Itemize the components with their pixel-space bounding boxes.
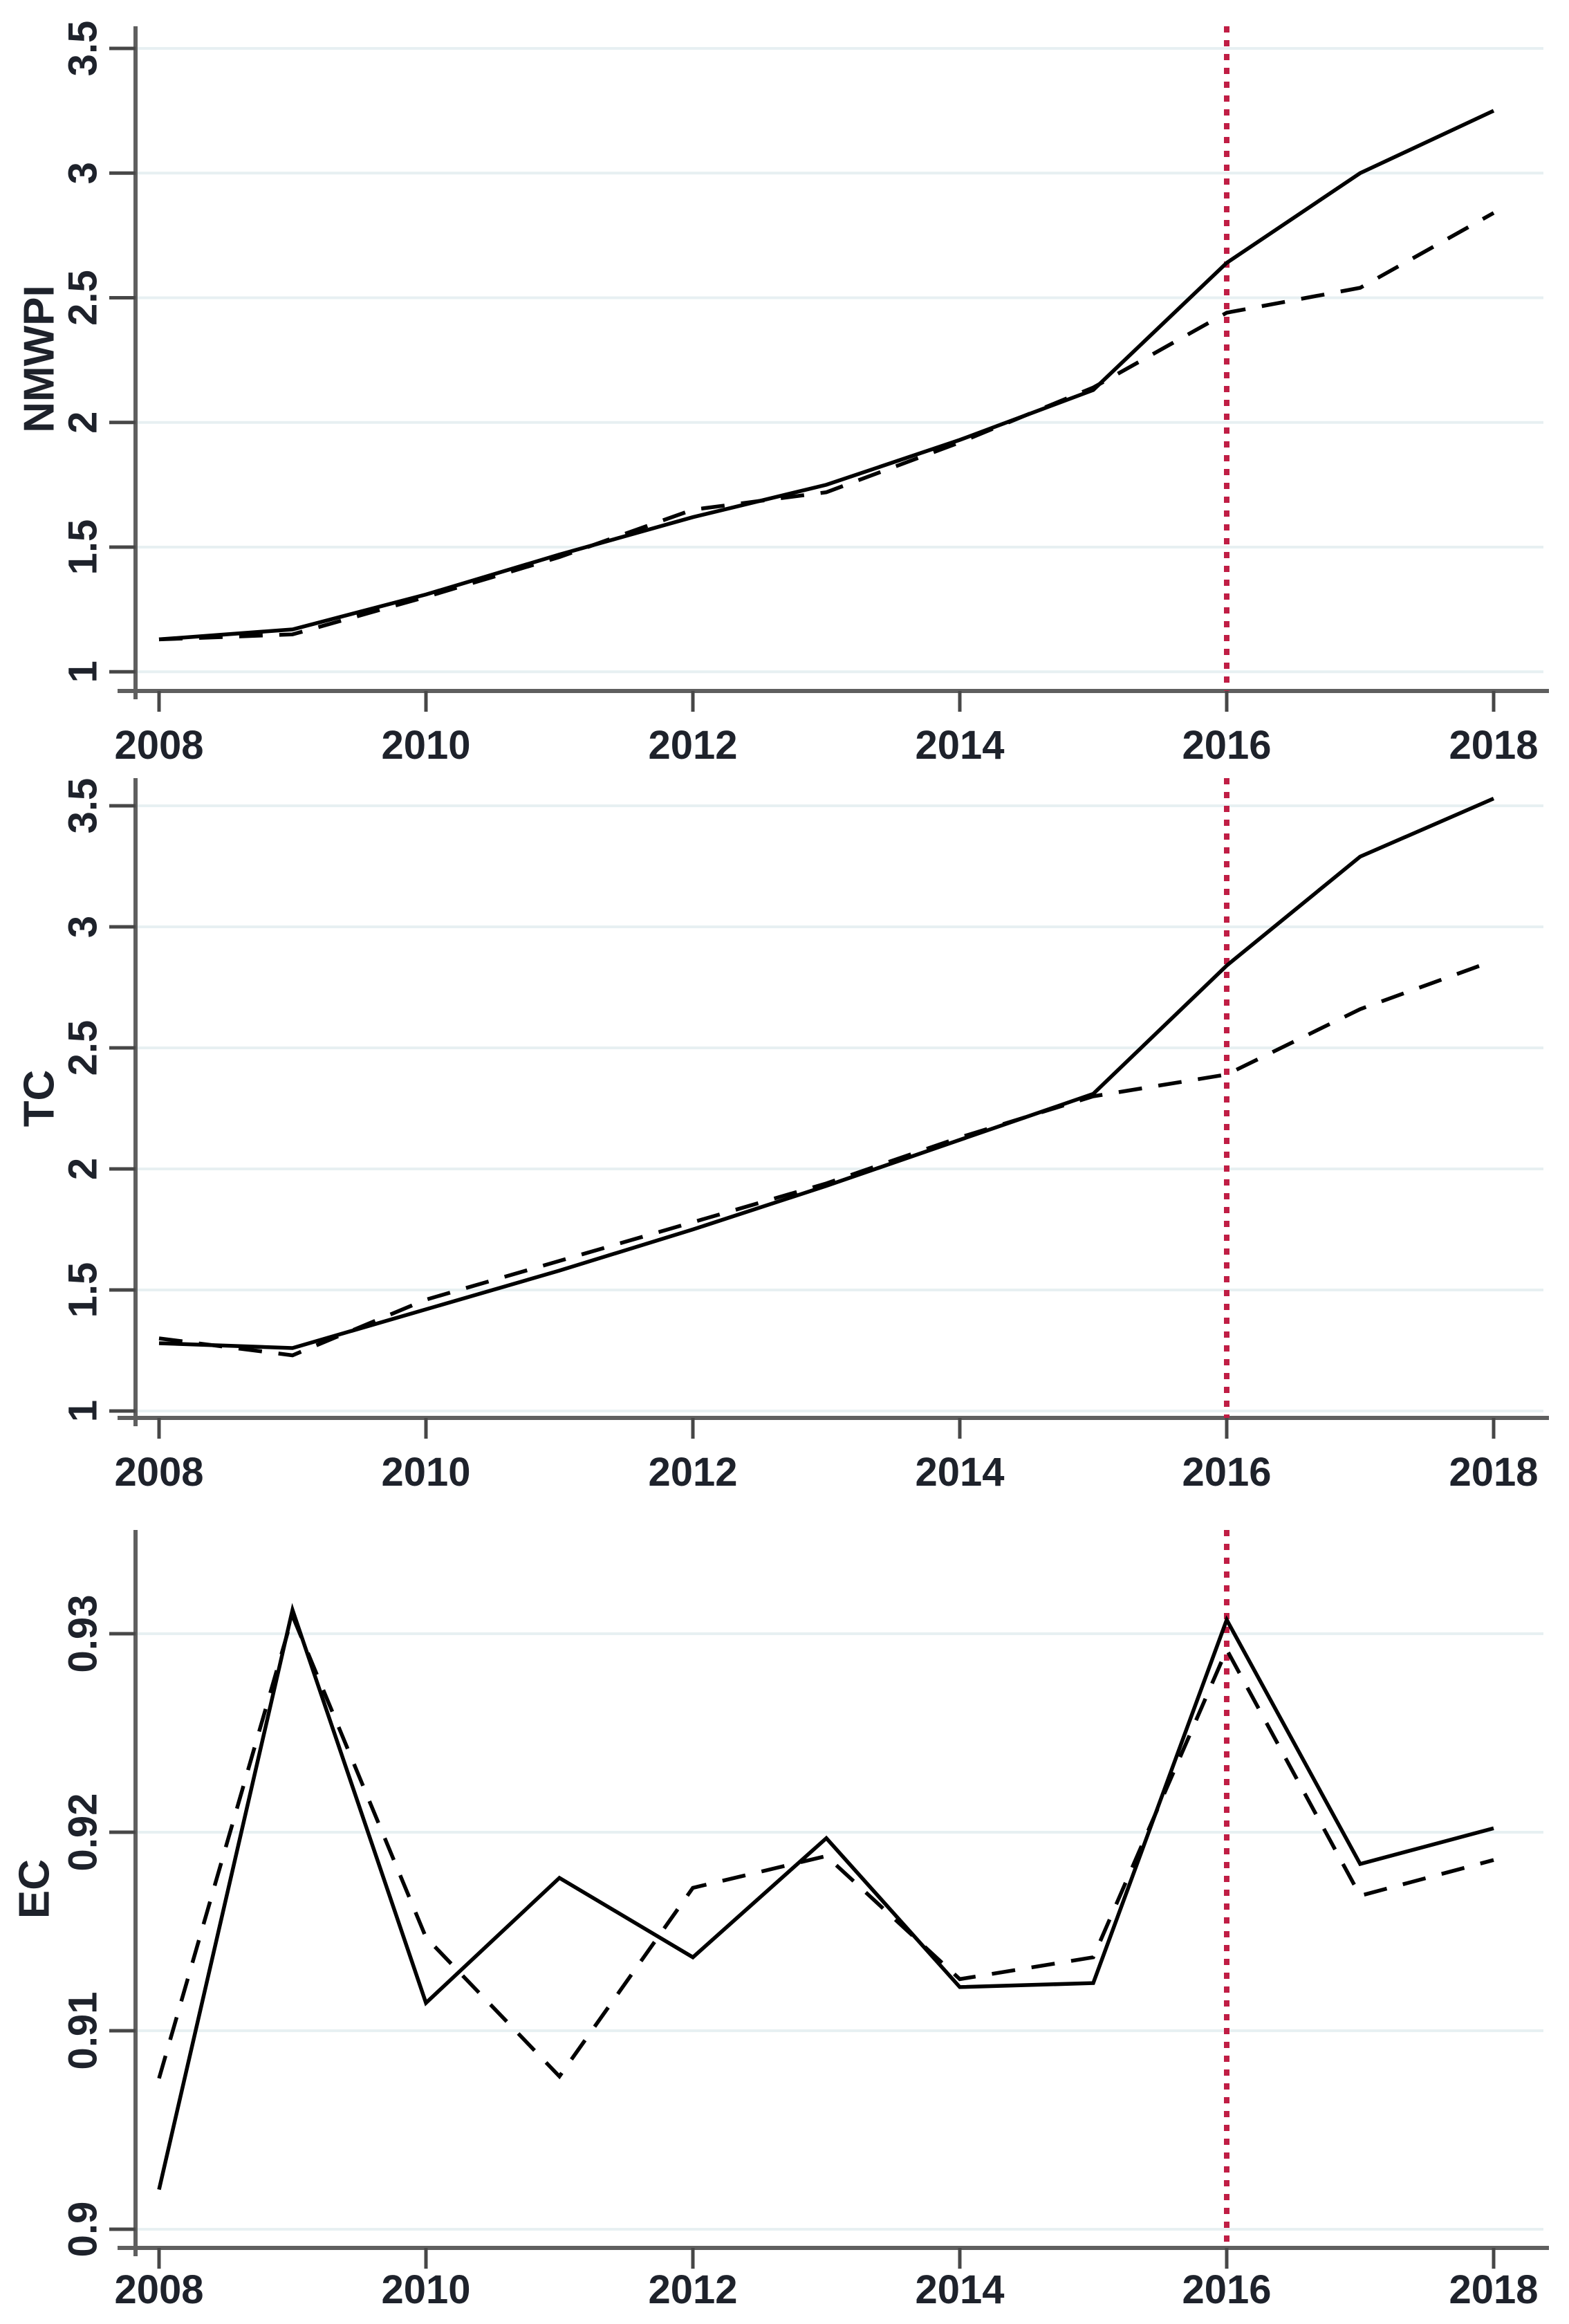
series-solid-line: [158, 109, 1495, 642]
x-tick-label: 2012: [648, 2267, 737, 2312]
x-tick-label: 2010: [381, 723, 470, 768]
x-tick-label: 2008: [114, 723, 203, 768]
chart-panel-ec: 0.9 0.91 0.92 0.93 EC 2008 2010 2012 2014 2016 201…: [11, 1530, 1549, 2312]
x-tick-label: 2012: [648, 1450, 737, 1495]
x-tick-label: 2014: [915, 2267, 1004, 2312]
x-tick-label: 2010: [381, 1450, 470, 1495]
series-dashed-line: [158, 959, 1494, 1358]
x-tick-label: 2018: [1449, 723, 1538, 768]
y-tick-label: 1.5: [61, 1262, 106, 1318]
x-tick-label: 2016: [1182, 2267, 1271, 2312]
x-tick-label: 2012: [648, 723, 737, 768]
x-tick-label: 2018: [1449, 2267, 1538, 2312]
y-axis-title: NMWPI: [16, 285, 64, 433]
y-tick-label: 3: [61, 916, 106, 938]
x-tick-label: 2014: [915, 723, 1004, 768]
y-tick-label: 1: [61, 1400, 106, 1422]
y-tick-label: 0.93: [61, 1595, 106, 1673]
series-dashed-line: [158, 211, 1495, 642]
y-tick-label: 3.5: [61, 21, 106, 77]
y-tick-label: 0.9: [61, 2202, 106, 2258]
y-axis-title: TC: [16, 1070, 64, 1127]
y-tick-label: 2.5: [61, 270, 106, 326]
x-tick-label: 2008: [114, 2267, 203, 2312]
y-tick-label: 2.5: [61, 1020, 106, 1076]
y-tick-label: 3: [61, 162, 106, 184]
y-tick-label: 2: [61, 1158, 106, 1180]
chart-panel-nmwpi: 1 1.5 2 2.5 3 3.5 NMWPI 2008 2010 2012 2014 2016 201…: [16, 21, 1549, 768]
y-tick-label: 0.92: [61, 1793, 106, 1872]
y-tick-label: 3.5: [61, 778, 106, 834]
x-tick-label: 2014: [915, 1450, 1004, 1495]
series-solid-line: [157, 1603, 1494, 2191]
y-axis-title: EC: [11, 1859, 59, 1919]
y-tick-label: 2: [61, 412, 106, 434]
y-tick-label: 1: [61, 661, 106, 683]
x-tick-label: 2016: [1182, 723, 1271, 768]
series-solid-line: [158, 796, 1495, 1350]
chart-panel-tc: 1 1.5 2 2.5 3 3.5 TC 2008 2010 2012 2014 2016 2018: [16, 778, 1549, 1495]
x-tick-label: 2018: [1449, 1450, 1538, 1495]
y-tick-label: 0.91: [61, 1992, 106, 2070]
series-dashed-line: [157, 1610, 1494, 2080]
x-tick-label: 2016: [1182, 1450, 1271, 1495]
x-tick-label: 2010: [381, 2267, 470, 2312]
y-tick-label: 1.5: [61, 519, 106, 575]
x-tick-label: 2008: [114, 1450, 203, 1495]
